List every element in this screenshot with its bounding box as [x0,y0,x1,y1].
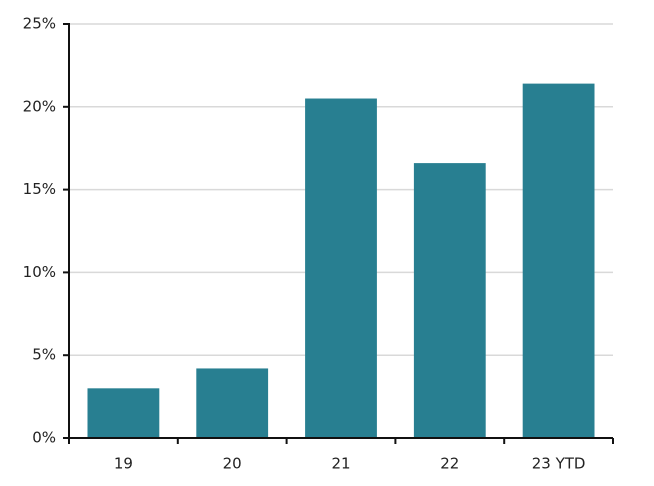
x-tick-label: 23 YTD [532,455,586,473]
y-tick-label: 20% [23,97,56,115]
y-tick-label: 0% [32,429,56,447]
x-tick-label: 21 [331,455,350,473]
y-tick-label: 15% [23,180,56,198]
y-tick-label: 25% [23,15,56,33]
bar [87,388,160,438]
bar [413,163,486,438]
x-tick-label: 20 [223,455,242,473]
y-tick-label: 5% [32,346,56,364]
y-tick-label: 10% [23,263,56,281]
bar [196,368,269,438]
x-tick-label: 19 [114,455,133,473]
bar [305,98,377,439]
x-tick-label: 22 [440,455,459,473]
bar [522,83,595,438]
